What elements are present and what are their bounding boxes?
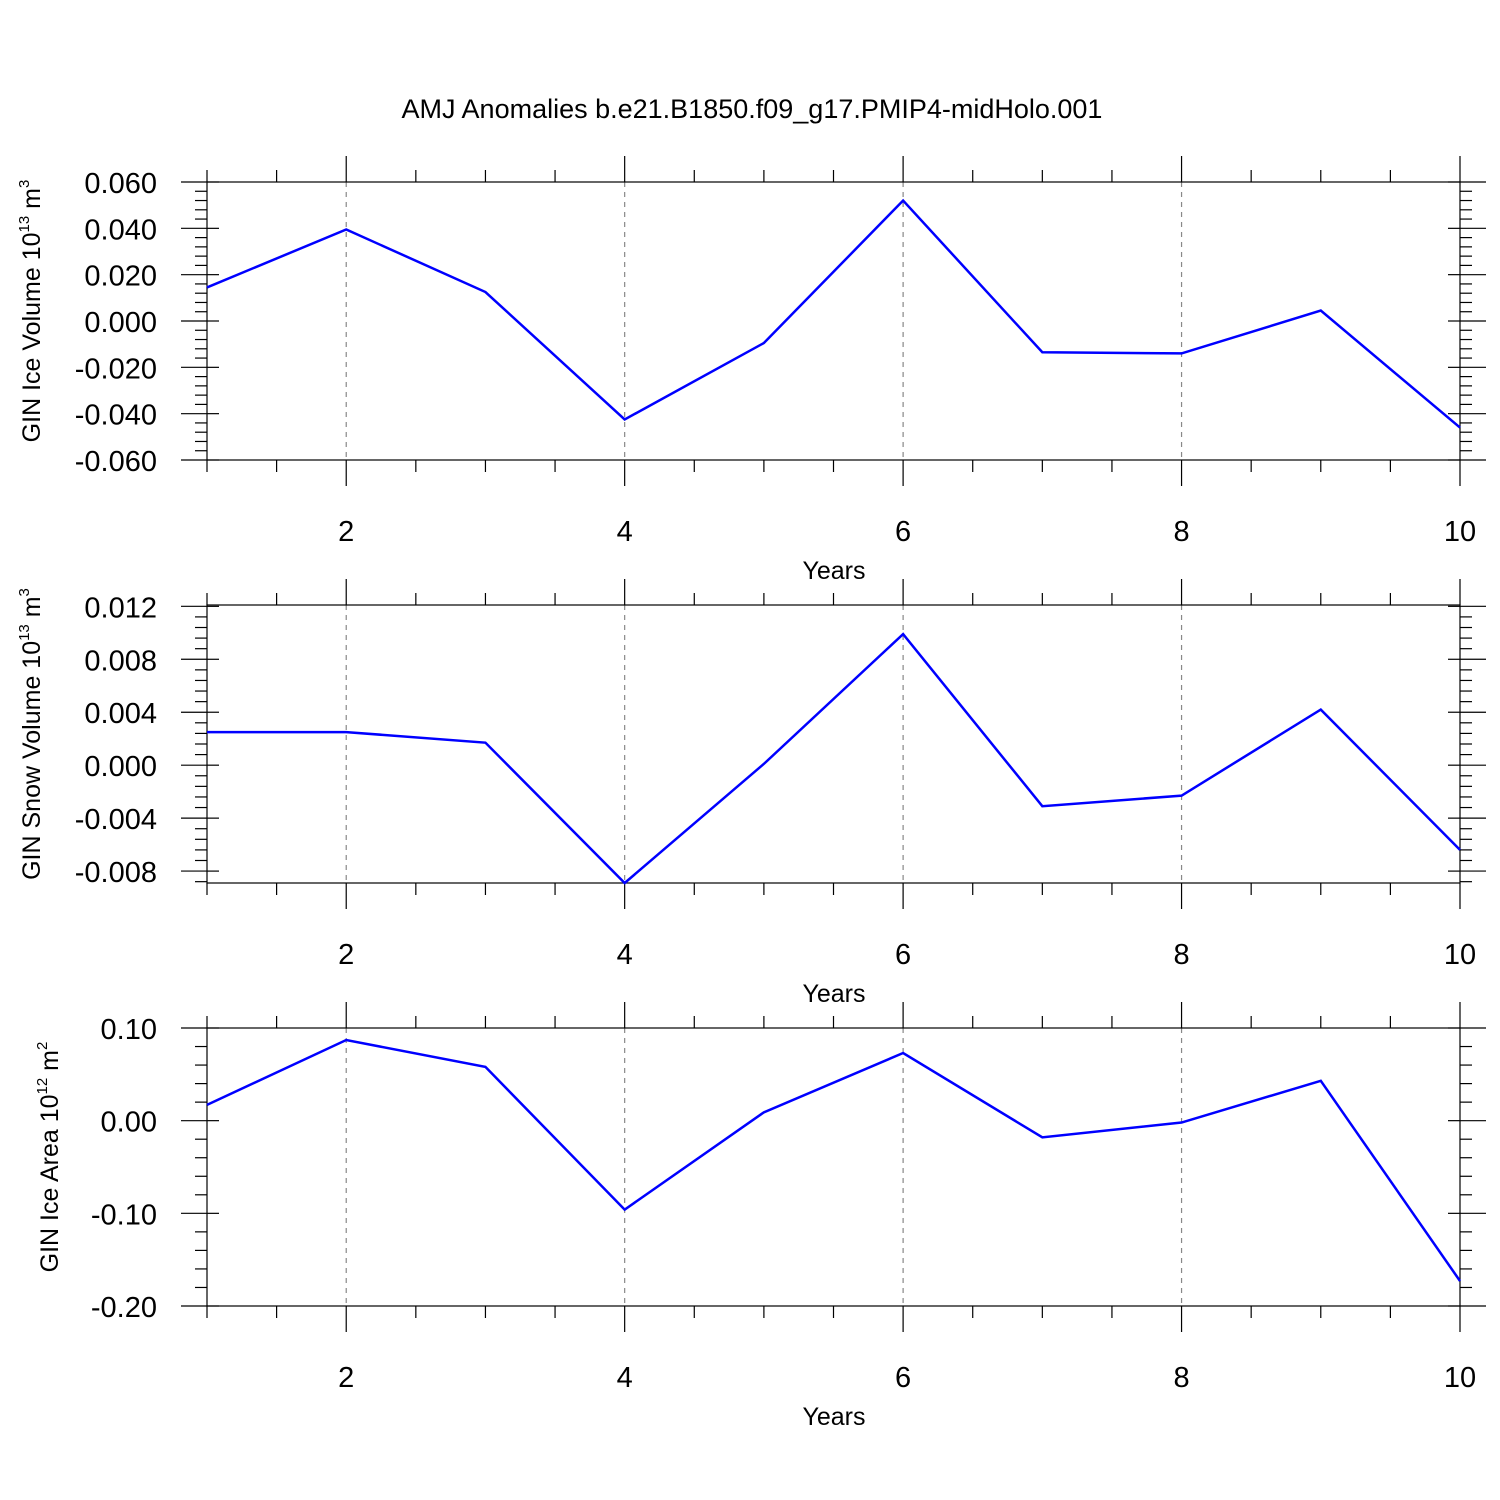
y-tick-label: 0.004 [84, 698, 157, 730]
y-tick-label: 0.020 [84, 261, 157, 293]
x-tick-label: 4 [617, 1362, 633, 1394]
chart-title: AMJ Anomalies b.e21.B1850.f09_g17.PMIP4-… [402, 94, 1103, 124]
x-tick-label: 10 [1444, 939, 1476, 971]
plot-frame [206, 1027, 1461, 1307]
y-tick-label: -0.040 [75, 400, 157, 432]
x-axis-label: Years [802, 1403, 865, 1431]
plot-frame [206, 181, 1461, 461]
y-tick-label: 0.040 [84, 214, 157, 246]
y-axis-label: GIN Ice Volume 1013 m3 [16, 180, 46, 443]
x-tick-label: 2 [338, 516, 354, 548]
x-axis-label: Years [802, 980, 865, 1008]
x-tick-label: 10 [1444, 1362, 1476, 1394]
x-tick-label: 6 [895, 516, 911, 548]
y-tick-label: 0.000 [84, 307, 157, 339]
x-tick-label: 2 [338, 939, 354, 971]
x-tick-label: 6 [895, 939, 911, 971]
series-line [206, 198, 1461, 429]
y-tick-label: 0.008 [84, 645, 157, 677]
x-tick-label: 8 [1173, 1362, 1189, 1394]
y-tick-label: 0.060 [84, 168, 157, 200]
y-tick-label: -0.004 [75, 804, 157, 836]
y-tick-label: 0.012 [84, 592, 157, 624]
x-tick-label: 8 [1173, 516, 1189, 548]
panel-2: 0.012 0.008 0.004 0.000 -0.004 -0.008 2 4 6 8 10 Ye… [16, 579, 1486, 1008]
y-tick-label: -0.008 [75, 857, 157, 889]
panel-1: 0.060 0.040 0.020 0.000 -0.020 -0.040 -0.060 2 4… [16, 156, 1486, 585]
y-tick-label: -0.060 [75, 446, 157, 478]
panel-3: 0.10 0.00 -0.10 -0.20 2 4 6 8 10 Years GIN Ice Are… [34, 1002, 1486, 1431]
x-tick-label: 2 [338, 1362, 354, 1394]
x-tick-label: 4 [617, 939, 633, 971]
y-tick-label: 0.10 [101, 1014, 157, 1046]
y-axis-label: GIN Ice Area 1012 m2 [34, 1042, 64, 1273]
series-line [206, 1038, 1462, 1282]
y-tick-label: -0.10 [91, 1199, 157, 1231]
y-tick-label: 0.00 [101, 1107, 157, 1139]
y-tick-label: -0.20 [91, 1292, 157, 1324]
y-tick-label: 0.000 [84, 751, 157, 783]
y-axis-label: GIN Snow Volume 1013 m3 [16, 588, 46, 880]
y-tick-label: -0.020 [75, 353, 157, 385]
series-line [207, 632, 1461, 885]
x-axis-label: Years [802, 557, 865, 585]
panels: 0.060 0.040 0.020 0.000 -0.020 -0.040 -0.060 2 4… [16, 156, 1486, 1431]
x-tick-label: 4 [617, 516, 633, 548]
x-tick-label: 8 [1173, 939, 1189, 971]
x-tick-label: 6 [895, 1362, 911, 1394]
x-tick-label: 10 [1444, 516, 1476, 548]
plot-frame [206, 604, 1461, 884]
